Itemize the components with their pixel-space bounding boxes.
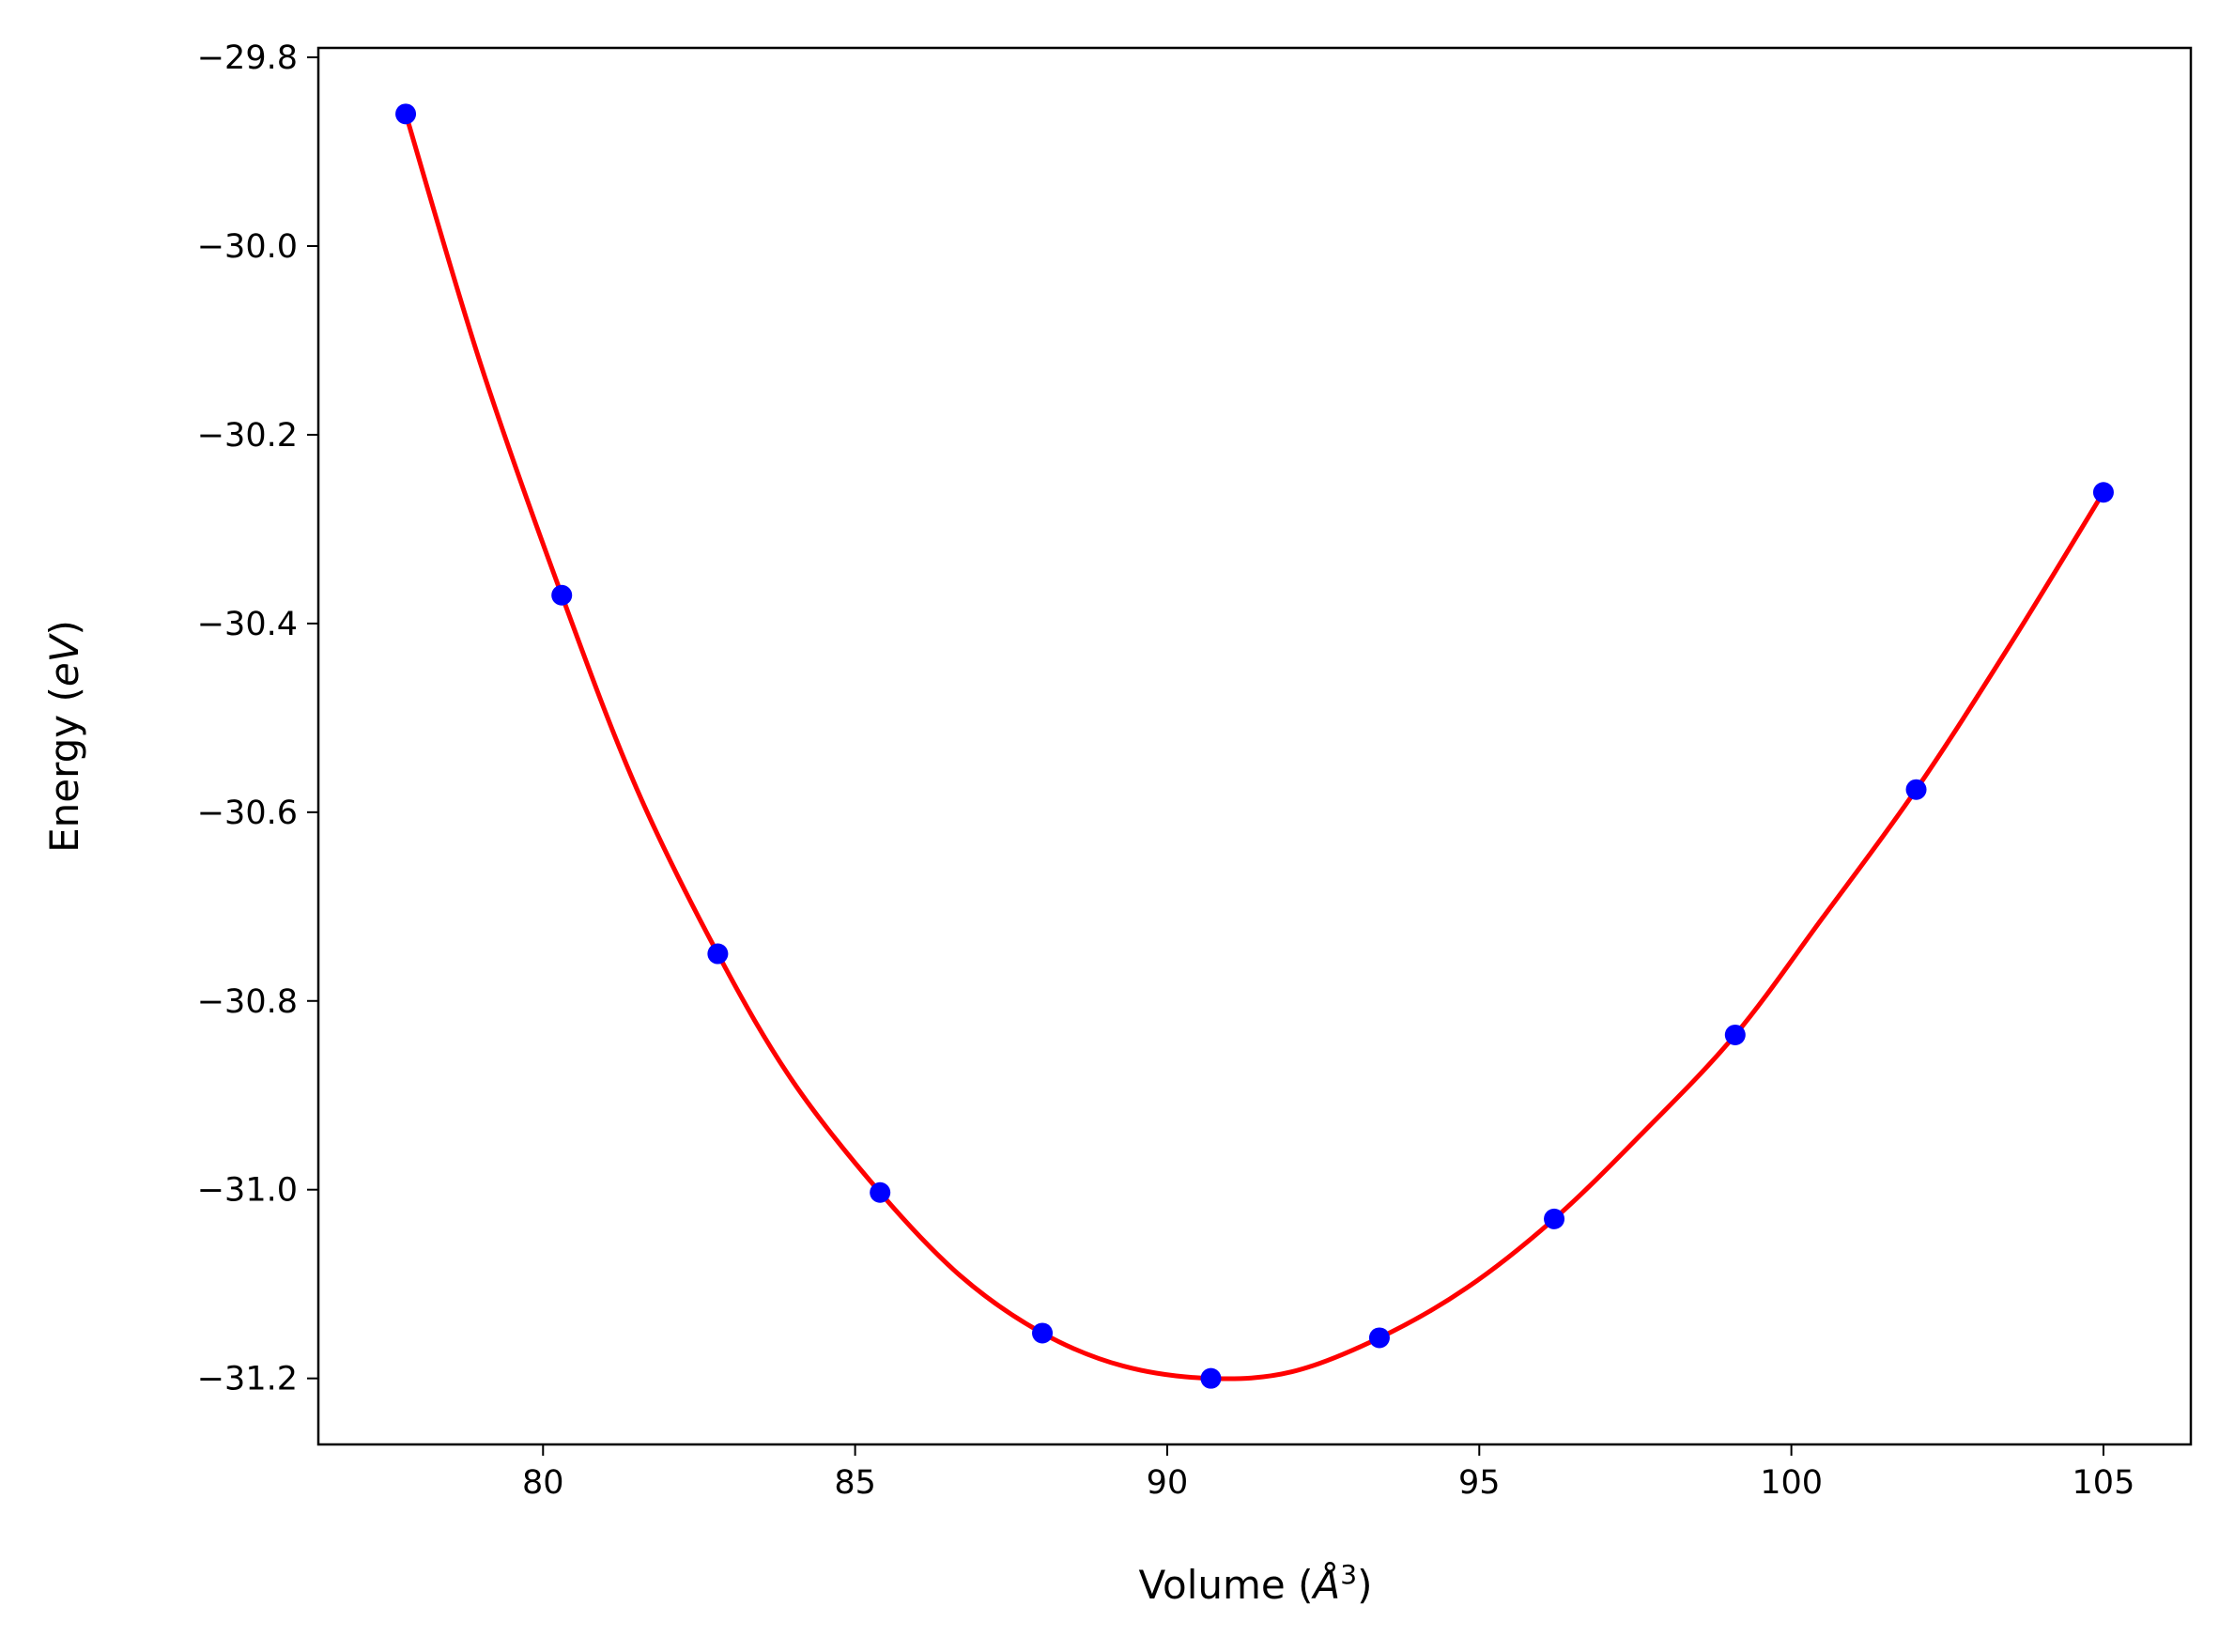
plot-series [395, 103, 2114, 1389]
x-axis-ticks: 80 85 90 95 100 105 [522, 1444, 2134, 1502]
data-point [1544, 1208, 1565, 1229]
y-tick-label: −31.0 [197, 1172, 298, 1210]
data-point [870, 1181, 891, 1203]
y-tick-label: −30.6 [197, 795, 298, 832]
fit-curve-line [403, 113, 2106, 1382]
data-point [1368, 1327, 1390, 1349]
y-tick-label: −30.8 [197, 983, 298, 1021]
y-tick-label: −30.4 [197, 606, 298, 643]
x-tick-label: 105 [2073, 1464, 2135, 1502]
data-point [551, 584, 573, 606]
y-tick-label: −30.0 [197, 228, 298, 266]
x-tick-label: 90 [1147, 1464, 1189, 1502]
y-tick-label: −29.8 [197, 39, 298, 77]
data-point [395, 103, 417, 125]
data-point [1032, 1322, 1054, 1344]
data-point [1724, 1024, 1746, 1045]
x-axis-label: Volume (Å3) [1139, 1559, 1373, 1609]
x-tick-label: 95 [1458, 1464, 1501, 1502]
data-point [707, 943, 729, 965]
x-tick-label: 100 [1760, 1464, 1823, 1502]
plot-area-frame [316, 46, 2193, 1446]
y-tick-label: −31.2 [197, 1361, 298, 1398]
data-point [1905, 779, 1927, 800]
x-tick-label: 85 [834, 1464, 876, 1502]
x-tick-label: 80 [522, 1464, 564, 1502]
y-tick-label: −30.2 [197, 417, 298, 455]
y-axis-label: Energy (eV) [41, 620, 87, 853]
y-axis-ticks: −31.2 −31.0 −30.8 −30.6 −30.4 −30.2 −30.0 −29.8 [197, 39, 318, 1398]
data-point [1200, 1367, 1222, 1389]
data-point [2092, 482, 2114, 503]
